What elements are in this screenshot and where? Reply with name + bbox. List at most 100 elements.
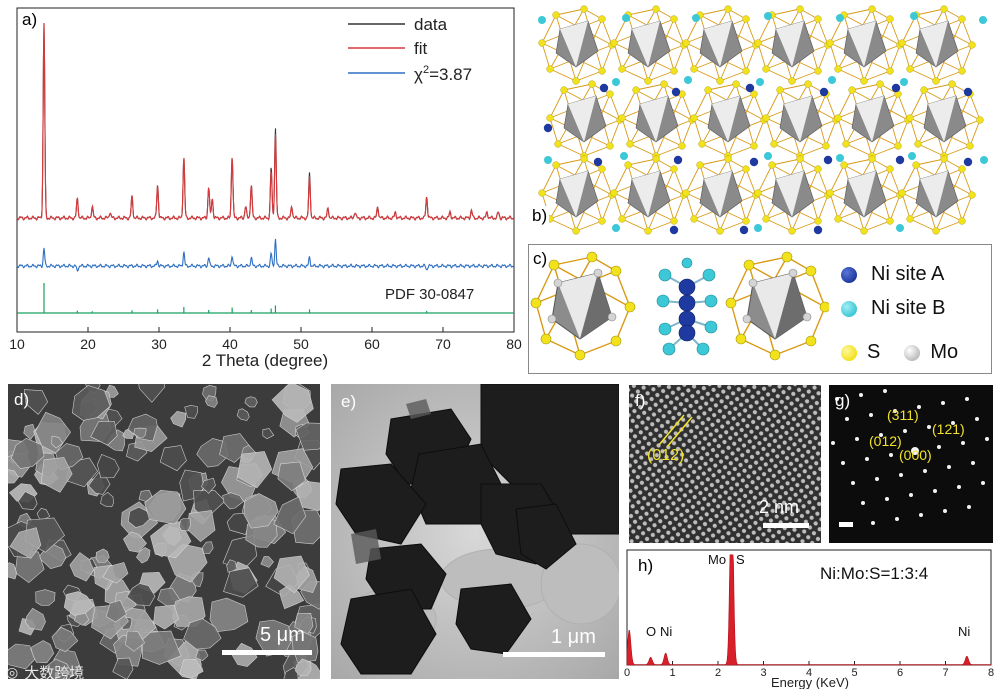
mo-marker xyxy=(904,344,921,361)
mo-s-cluster xyxy=(538,155,616,235)
watermark: ◎ 大数跨境 xyxy=(6,662,84,683)
ni-site-b-atom xyxy=(756,78,764,86)
ni-site-b-atom xyxy=(764,12,772,20)
panel-g-label: g) xyxy=(835,391,851,410)
diffraction-spot xyxy=(967,505,971,509)
legend-ni-site-a: Ni site A xyxy=(841,263,944,286)
hrtem-scale-bar xyxy=(763,523,809,528)
ni-site-b-marker xyxy=(841,300,857,317)
s-text: S xyxy=(867,341,881,363)
xrd-tick-label-60: 60 xyxy=(364,336,380,352)
panel-b-label: b) xyxy=(530,206,550,226)
ni-site-b-atom xyxy=(692,14,700,22)
eds-tick-label-7: 7 xyxy=(942,667,948,679)
hrtem-plane-label: (012) xyxy=(647,447,685,464)
ni-site-b-atom xyxy=(544,156,552,164)
xrd-tick-label-50: 50 xyxy=(293,336,309,352)
diffraction-spot xyxy=(981,481,985,485)
ni-site-b-atom xyxy=(754,224,762,232)
xrd-tick-label-70: 70 xyxy=(435,336,451,352)
diffraction-spot xyxy=(855,437,859,441)
diffraction-spot xyxy=(841,461,845,465)
diffraction-spot xyxy=(895,517,899,521)
diffraction-spot xyxy=(971,461,975,465)
mo-s-cluster xyxy=(690,80,768,160)
legend-chi-label: χ2=3.87 xyxy=(414,64,472,84)
plane-marker-2 xyxy=(666,416,693,448)
eds-peak-mo: Mo xyxy=(708,552,727,567)
ni-site-a-atom xyxy=(813,225,823,235)
ni-chain xyxy=(656,257,718,356)
saed-scale-bar xyxy=(839,522,853,527)
xrd-tick-label-20: 20 xyxy=(80,336,96,352)
ni-site-a-atom xyxy=(593,157,603,167)
panel-g-saed: g) (311) (121) (012) (000) xyxy=(829,385,993,543)
structural-units xyxy=(530,251,829,361)
diffraction-spot xyxy=(865,457,869,461)
diffraction-spot xyxy=(965,397,969,401)
diffraction-spot xyxy=(845,417,849,421)
legend-s-mo: S Mo xyxy=(841,341,958,364)
ni-site-a-atom xyxy=(895,155,905,165)
xrd-chart: 10 20 30 40 50 60 70 80 data fit χ2=3.87 PDF 30… xyxy=(9,7,522,370)
spot-012: (012) xyxy=(869,433,902,449)
ni-site-b-atom xyxy=(622,14,630,22)
diffraction-spot xyxy=(893,409,897,413)
eds-tick-label-0: 0 xyxy=(624,667,630,679)
mo-s-cluster xyxy=(762,80,840,160)
mo-s-cluster xyxy=(682,155,760,235)
hrtem-lattice xyxy=(629,385,821,543)
diffraction-spot xyxy=(985,437,989,441)
diffraction-spot xyxy=(957,485,961,489)
panel-e-tem: e) 1 μm xyxy=(331,384,619,679)
eds-tick-label-3: 3 xyxy=(760,667,766,679)
pdf-card-label: PDF 30-0847 xyxy=(385,286,474,303)
ni-site-a-atom xyxy=(739,225,749,235)
mo-s-cluster xyxy=(898,155,976,235)
legend-fit-label: fit xyxy=(414,39,428,58)
ni-site-b-atom xyxy=(612,224,620,232)
diffraction-spot xyxy=(861,501,865,505)
eds-tick-label-6: 6 xyxy=(897,667,903,679)
diffraction-spot xyxy=(911,447,919,455)
eds-tick-label-5: 5 xyxy=(851,667,857,679)
ni-site-a-text: Ni site A xyxy=(871,263,945,285)
mo-s-cluster xyxy=(618,80,696,160)
xrd-data-series xyxy=(16,23,515,221)
hrtem-scale-label: 2 nm xyxy=(759,497,800,517)
diffraction-spot xyxy=(909,493,913,497)
xrd-tick-label-40: 40 xyxy=(222,336,238,352)
diffraction-spot xyxy=(975,417,979,421)
panel-c-label: c) xyxy=(533,249,548,268)
panel-e-label: e) xyxy=(341,392,357,411)
xrd-residual-series xyxy=(16,238,515,272)
diffraction-spot xyxy=(941,401,945,405)
ni-site-a-atom xyxy=(671,87,681,97)
mo-text: Mo xyxy=(930,341,959,363)
mo-s-cluster xyxy=(834,80,912,160)
diffraction-spot xyxy=(917,405,921,409)
eds-tick-label-8: 8 xyxy=(988,667,994,679)
ni-site-a-atom xyxy=(891,83,901,93)
panel-h-label: h) xyxy=(638,556,654,575)
xrd-fit-series xyxy=(16,23,515,221)
ni-site-b-atom xyxy=(620,152,628,160)
sem-scale-bar xyxy=(222,650,312,655)
diffraction-spot xyxy=(927,425,931,429)
diffraction-spot xyxy=(883,389,887,393)
eds-spectrum xyxy=(626,554,992,666)
diffraction-spot xyxy=(869,413,873,417)
ni-site-b-atom xyxy=(684,76,692,84)
ni-site-b-atom xyxy=(900,78,908,86)
diffraction-spot xyxy=(943,509,947,513)
mo-s-cluster xyxy=(610,5,688,85)
mo-s-cluster xyxy=(826,5,904,85)
diffraction-spot xyxy=(871,521,875,525)
mo-s-cluster xyxy=(546,80,624,160)
mo-s-cluster-right xyxy=(725,251,829,361)
ni-site-a-atom xyxy=(823,155,833,165)
eds-chart: 0 1 2 3 4 5 6 7 8 Energy (KeV) xyxy=(624,549,994,689)
mo-s-cluster xyxy=(538,5,616,85)
panel-a-label: a) xyxy=(22,10,38,29)
ni-site-b-atom xyxy=(979,16,987,24)
